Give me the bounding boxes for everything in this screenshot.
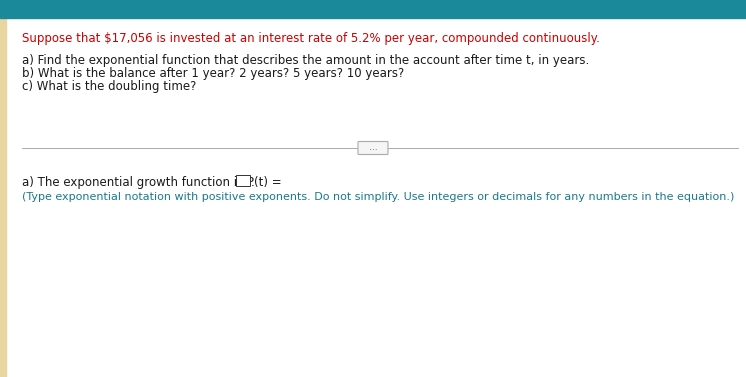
Text: (Type exponential notation with positive exponents. Do not simplify. Use integer: (Type exponential notation with positive… [22, 192, 734, 202]
Bar [0, 18, 6, 377]
Text: a) Find the exponential function that describes the amount in the account after : a) Find the exponential function that de… [22, 54, 589, 67]
Text: c) What is the doubling time?: c) What is the doubling time? [22, 80, 196, 93]
Bar [0, 0, 746, 18]
FancyBboxPatch shape [236, 175, 250, 186]
Text: .: . [251, 176, 255, 189]
Text: b) What is the balance after 1 year? 2 years? 5 years? 10 years?: b) What is the balance after 1 year? 2 y… [22, 67, 404, 80]
Text: Suppose that $17,056 is invested at an interest rate of 5.2% per year, compounde: Suppose that $17,056 is invested at an i… [22, 32, 600, 45]
Text: a) The exponential growth function is P(t) =: a) The exponential growth function is P(… [22, 176, 282, 189]
FancyBboxPatch shape [358, 141, 388, 155]
Text: ...: ... [369, 143, 377, 152]
